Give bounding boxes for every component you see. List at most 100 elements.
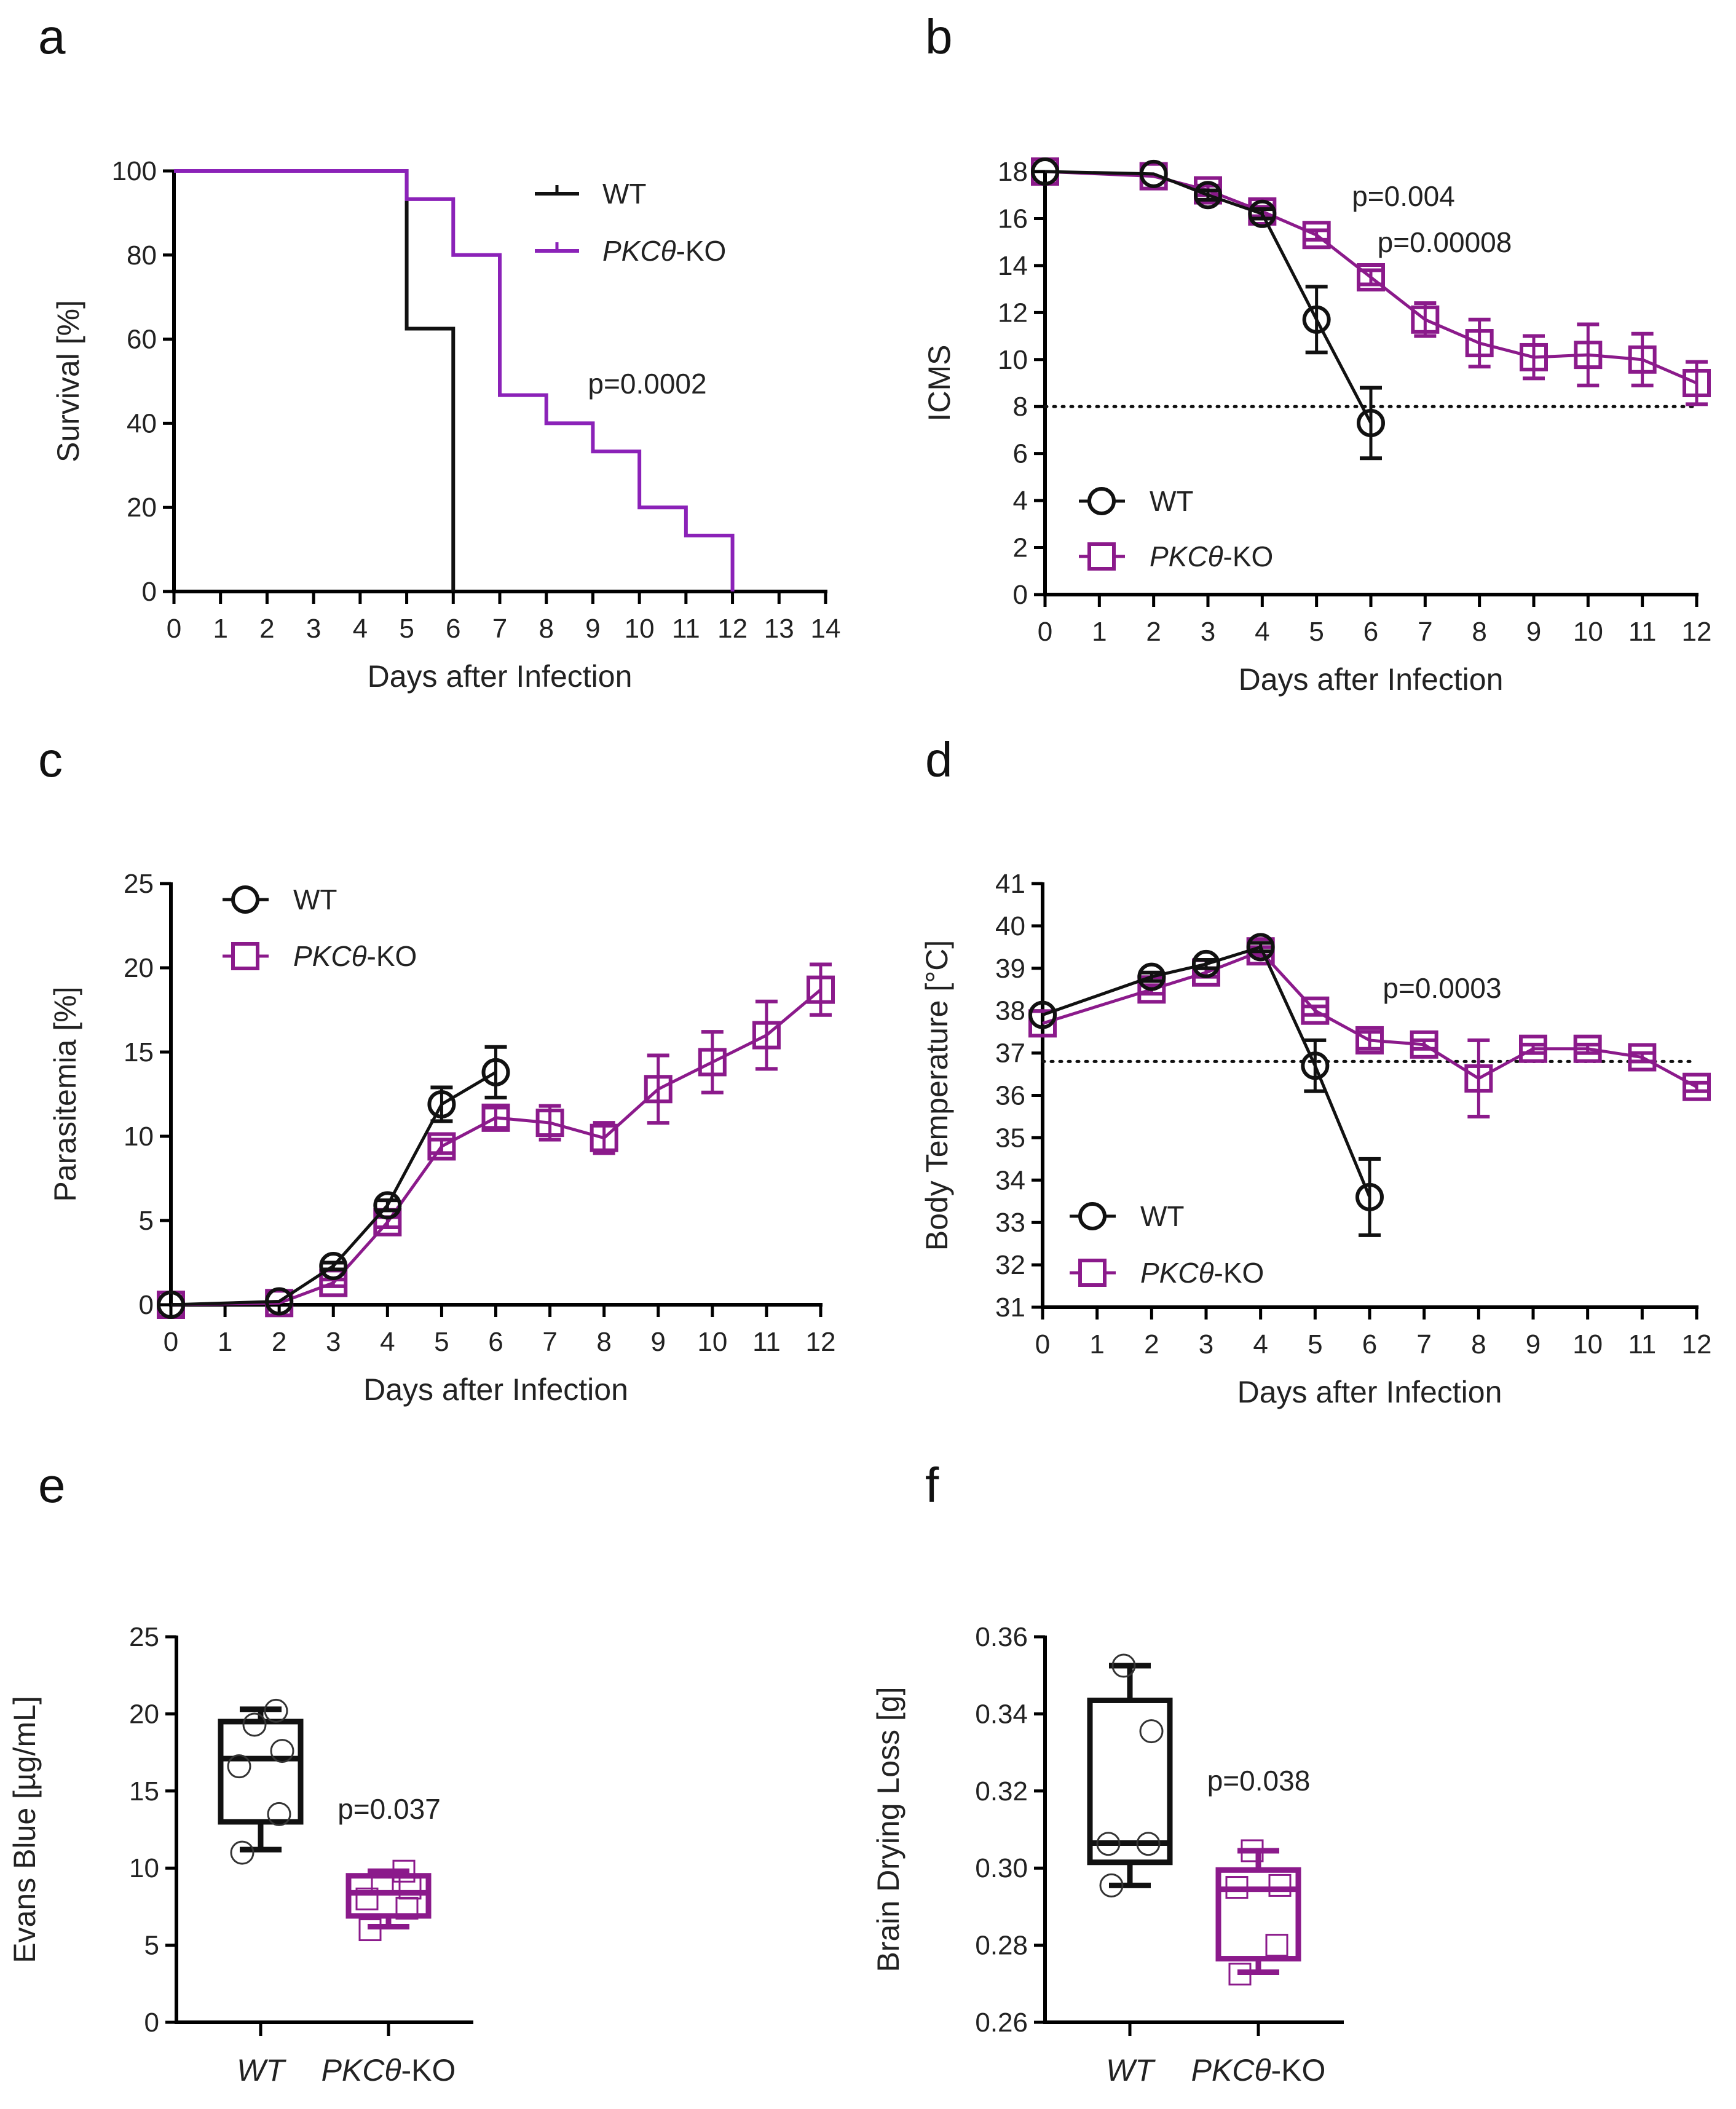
series-line-ko [170, 988, 822, 1307]
x-tick-label: 4 [380, 1327, 395, 1357]
circle-marker [427, 1090, 456, 1118]
x-axis-title: Days after Infection [363, 1372, 628, 1407]
y-tick-label: 0 [139, 1290, 154, 1320]
x-tick-label: 0 [1035, 1329, 1050, 1359]
y-tick-label: 0.34 [975, 1699, 1028, 1729]
x-tick-label: 10 [1572, 1329, 1603, 1359]
circle-marker [1194, 181, 1222, 210]
x-tick-label: 2 [1146, 617, 1161, 647]
x-tick-label: 8 [539, 614, 553, 644]
y-tick-label: 6 [1013, 439, 1028, 469]
square-marker [1410, 1030, 1438, 1059]
data-point [1268, 1874, 1292, 1897]
x-tick-label: 14 [811, 614, 841, 644]
x-tick-label: 9 [585, 614, 600, 644]
y-tick-label: 25 [129, 1622, 159, 1652]
y-tick-label: 38 [995, 996, 1025, 1026]
x-tick-label: 1 [213, 614, 227, 644]
legend-label: WT [1150, 485, 1194, 517]
x-tick-label: 5 [1308, 1329, 1322, 1359]
x-tick-label: 13 [764, 614, 794, 644]
x-tick-label: 3 [1201, 617, 1215, 647]
y-tick-label: 40 [995, 911, 1025, 941]
x-tick-label: 4 [1253, 1329, 1268, 1359]
circle-marker [1028, 1000, 1057, 1029]
y-tick-label: 2 [1013, 533, 1028, 563]
data-point [270, 1739, 294, 1763]
y-tick-label: 16 [998, 204, 1028, 234]
p-value-annotation: p=0.038 [1207, 1765, 1311, 1797]
x-tick-label: 4 [353, 614, 368, 644]
x-tick-label: 11 [1628, 617, 1657, 647]
x-tick-label: 9 [1526, 1329, 1541, 1359]
square-marker [1683, 1072, 1711, 1101]
x-tick-label: 7 [542, 1327, 557, 1357]
chart-e: 0 5 10 15 20 25 Evans Blue [µg/mL] WT PKCθ-KO p=0… [7, 1622, 473, 2087]
legend-label: PKCθ-KO [602, 235, 726, 267]
x-tick-label: 9 [1526, 617, 1541, 647]
legend-label: PKCθ-KO [1140, 1257, 1264, 1289]
y-tick-label: 15 [124, 1037, 154, 1067]
x-tick-label: 11 [1628, 1329, 1656, 1359]
circle-marker [1357, 408, 1385, 437]
y-tick-label: 4 [1013, 486, 1028, 516]
square-marker [231, 942, 259, 970]
square-marker [1573, 1034, 1602, 1063]
square-marker [1574, 341, 1603, 370]
y-tick-label: 0 [142, 577, 157, 607]
square-marker [1411, 305, 1440, 334]
panel-label-a: a [38, 9, 66, 64]
x-tick-label: 6 [1363, 617, 1378, 647]
panel-label-d: d [925, 732, 953, 787]
circle-marker [481, 1058, 510, 1086]
square-marker [1465, 329, 1494, 358]
data-point [1265, 1934, 1288, 1957]
x-tick-label: 3 [326, 1327, 341, 1357]
x-tick-label: 7 [1416, 1329, 1431, 1359]
x-tick-label: 0 [167, 614, 181, 644]
x-tick-label: 5 [399, 614, 414, 644]
category-label-wt: WT [237, 2053, 286, 2087]
y-tick-label: 34 [995, 1165, 1025, 1195]
x-tick-label: 12 [806, 1327, 836, 1357]
data-point [230, 1840, 254, 1865]
x-tick-label: 1 [218, 1327, 232, 1357]
y-axis-title: Brain Drying Loss [g] [871, 1687, 905, 1972]
panel-label-e: e [38, 1458, 66, 1513]
x-tick-label: 7 [492, 614, 507, 644]
y-tick-label: 39 [995, 954, 1025, 984]
circle-marker [319, 1251, 348, 1280]
data-point [358, 1918, 382, 1942]
panel-label-c: c [38, 732, 63, 787]
x-axis-title: Days after Infection [1237, 1375, 1502, 1409]
y-tick-label: 20 [129, 1699, 159, 1729]
y-tick-label: 35 [995, 1123, 1025, 1153]
circle-marker [1246, 933, 1275, 962]
square-marker [1302, 221, 1331, 250]
circle-marker [1192, 949, 1220, 978]
x-tick-label: 4 [1255, 617, 1269, 647]
category-label-wt: WT [1106, 2053, 1156, 2087]
square-marker [698, 1048, 727, 1077]
square-marker [427, 1132, 456, 1161]
x-tick-label: 6 [446, 614, 460, 644]
circle-marker [1302, 305, 1331, 334]
x-tick-label: 9 [651, 1327, 666, 1357]
circle-marker [373, 1191, 402, 1220]
square-marker [535, 1109, 564, 1138]
y-axis-title: Parasitemia [%] [48, 986, 82, 1201]
p-value-annotation: p=0.037 [337, 1793, 441, 1825]
square-marker [752, 1021, 781, 1050]
x-tick-label: 8 [1472, 617, 1486, 647]
circle-marker [231, 885, 259, 914]
square-marker [1519, 1034, 1547, 1063]
x-tick-label: 10 [1573, 617, 1603, 647]
y-tick-label: 31 [995, 1292, 1025, 1323]
p-value-annotation: p=0.0002 [588, 368, 706, 400]
legend-label: PKCθ-KO [293, 940, 417, 972]
box-iqr [1087, 1697, 1173, 1866]
data-point [1228, 1963, 1252, 1986]
x-tick-label: 0 [164, 1327, 178, 1357]
